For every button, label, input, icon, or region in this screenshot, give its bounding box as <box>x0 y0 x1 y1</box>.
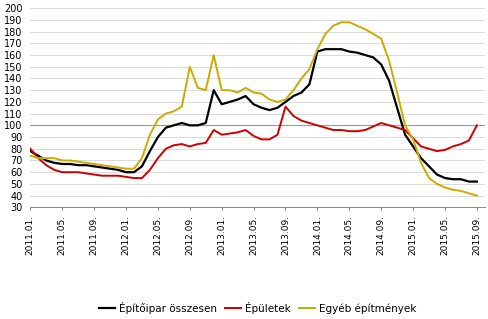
Épületek <box>282 105 288 108</box>
Egyéb építmények <box>473 194 479 197</box>
Épületek <box>131 176 137 180</box>
Építőipar összesen <box>473 180 479 183</box>
Épületek <box>354 129 360 133</box>
Egyéb építmények <box>346 20 351 24</box>
Legend: Építőipar összesen, Épületek, Egyéb építmények: Építőipar összesen, Épületek, Egyéb épít… <box>95 297 420 318</box>
Egyéb építmények <box>43 156 49 160</box>
Épületek <box>155 156 161 160</box>
Egyéb építmények <box>147 133 153 137</box>
Építőipar összesen <box>465 180 471 183</box>
Egyéb építmények <box>218 88 224 92</box>
Line: Építőipar összesen: Építőipar összesen <box>30 49 476 182</box>
Épületek <box>51 168 57 172</box>
Line: Egyéb építmények: Egyéb építmények <box>30 22 476 196</box>
Épületek <box>473 123 479 127</box>
Építőipar összesen <box>218 102 224 106</box>
Egyéb építmények <box>338 20 344 24</box>
Épületek <box>27 147 33 151</box>
Építőipar összesen <box>43 159 49 162</box>
Épületek <box>346 129 351 133</box>
Egyéb építmények <box>51 156 57 160</box>
Építőipar összesen <box>338 47 344 51</box>
Egyéb építmények <box>330 24 336 28</box>
Egyéb építmények <box>27 154 33 158</box>
Építőipar összesen <box>346 49 351 53</box>
Line: Épületek: Épületek <box>30 107 476 178</box>
Épületek <box>226 132 232 136</box>
Épületek <box>43 163 49 167</box>
Építőipar összesen <box>322 47 327 51</box>
Építőipar összesen <box>51 161 57 165</box>
Építőipar összesen <box>27 149 33 153</box>
Építőipar összesen <box>147 149 153 153</box>
